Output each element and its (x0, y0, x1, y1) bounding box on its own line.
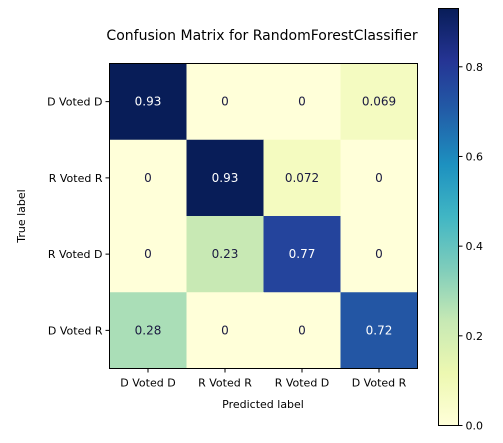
cell-r2-c2 (263, 216, 341, 293)
colorbar-tick-label-0: 0.0 (466, 420, 484, 433)
colorbar-tick-label-1: 0.2 (466, 330, 484, 343)
cell-label-r1-c0: 0 (144, 171, 152, 185)
cell-r2-c3 (340, 216, 418, 293)
cell-label-r2-c1: 0.23 (212, 247, 239, 261)
x-tick-label-0: D Voted D (120, 377, 175, 390)
cell-r2-c1 (186, 216, 264, 293)
cell-label-r2-c2: 0.77 (289, 247, 316, 261)
chart-title: Confusion Matrix for RandomForestClassif… (106, 28, 417, 44)
y-tick-label-3: D Voted R (48, 324, 103, 337)
cell-r1-c2 (263, 139, 341, 217)
cell-r0-c0 (109, 63, 187, 141)
cell-r1-c0 (109, 139, 187, 217)
cell-label-r2-c0: 0 (144, 247, 152, 261)
cell-r0-c3 (340, 63, 418, 141)
x-tick-label-3: D Voted R (352, 377, 407, 390)
cell-r3-c1 (186, 292, 264, 369)
colorbar-ticks: 0.0 0.2 0.4 0.6 0.8 (458, 61, 484, 433)
cell-r1-c3 (340, 139, 418, 217)
y-tick-label-0: D Voted D (47, 96, 102, 109)
cell-r3-c2 (263, 292, 341, 369)
cell-label-r1-c1: 0.93 (212, 171, 239, 185)
colorbar-tick-label-2: 0.4 (466, 240, 484, 253)
cell-r1-c1 (186, 139, 264, 217)
cell-label-r1-c3: 0 (375, 171, 383, 185)
cell-label-r0-c1: 0 (221, 95, 229, 109)
matrix-cell-labels: 0.93 0 0 0.069 0 0.93 0.072 0 0 0.23 0.77 0 0.28 0 0 0.… (135, 95, 397, 338)
x-tick-label-1: R Voted R (198, 377, 252, 390)
matrix-frame (109, 63, 418, 369)
cell-label-r3-c1: 0 (221, 323, 229, 337)
matrix-cells (109, 63, 418, 369)
cell-label-r2-c3: 0 (375, 247, 383, 261)
cell-label-r3-c3: 0.72 (366, 323, 393, 337)
x-axis-label: Predicted label (222, 398, 304, 411)
cell-r0-c2 (263, 63, 341, 141)
cell-r2-c0 (109, 216, 187, 293)
cell-label-r1-c2: 0.072 (285, 171, 319, 185)
cell-r3-c0 (109, 292, 187, 369)
x-axis-ticks: D Voted D R Voted R R Voted D D Voted R (120, 368, 407, 390)
colorbar-tick-label-4: 0.8 (466, 61, 484, 74)
x-tick-label-2: R Voted D (275, 377, 330, 390)
cell-r3-c3 (340, 292, 418, 369)
y-tick-label-2: R Voted D (48, 248, 103, 261)
y-axis-ticks: D Voted D R Voted R R Voted D D Voted R (47, 96, 110, 337)
y-tick-label-1: R Voted R (49, 172, 103, 185)
colorbar (438, 8, 459, 426)
cell-label-r3-c0: 0.28 (135, 323, 162, 337)
cell-label-r0-c2: 0 (298, 95, 306, 109)
cell-r0-c1 (186, 63, 264, 141)
cell-label-r0-c0: 0.93 (135, 95, 162, 109)
colorbar-tick-label-3: 0.6 (466, 150, 484, 163)
cell-label-r0-c3: 0.069 (362, 95, 396, 109)
y-axis-label: True label (15, 189, 28, 243)
cell-label-r3-c2: 0 (298, 323, 306, 337)
